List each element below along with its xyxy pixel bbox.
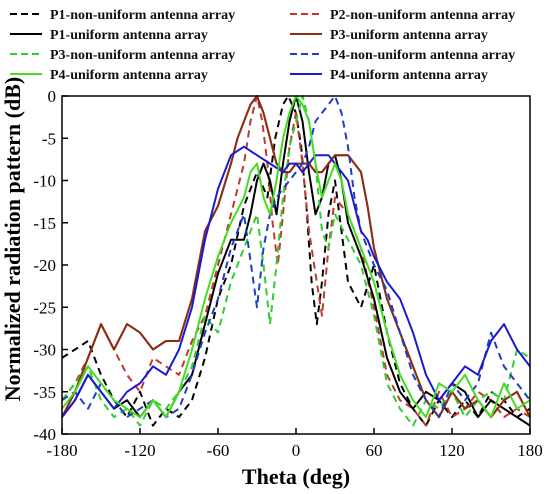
legend-label: P4-uniform antenna array [330, 68, 488, 83]
legend-label: P4-uniform antenna array [50, 68, 208, 83]
series-line-7 [61, 95, 531, 419]
x-axis-ticks: -180 -120 -60 0 60 120 180 [46, 428, 543, 460]
legend-label: P1-non-uniform antenna array [50, 8, 235, 23]
x-axis-title: Theta (deg) [242, 464, 350, 489]
plot-lines [61, 95, 531, 427]
series-line-9 [61, 95, 531, 419]
y-axis-ticks: 0 -5 -10 -15 -20 -25 -30 -35 -40 [33, 87, 68, 444]
legend-label: P2-non-uniform antenna array [330, 8, 515, 23]
x-tick-label: -180 [46, 441, 77, 460]
legend-label: P3-uniform antenna array [330, 28, 488, 43]
y-tick-label: -35 [33, 383, 56, 402]
series-line-1 [61, 95, 531, 427]
x-tick-label: -120 [124, 441, 155, 460]
y-tick-label: -15 [33, 214, 56, 233]
y-tick-label: -10 [33, 172, 56, 191]
x-tick-label: 120 [439, 441, 465, 460]
y-axis-title: Normalized radiation pattern (dB) [0, 77, 25, 401]
x-tick-label: -60 [207, 441, 230, 460]
series-line-8 [61, 145, 531, 418]
legend-label: P1-uniform antenna array [50, 28, 208, 43]
y-tick-label: 0 [48, 87, 57, 106]
y-tick-label: -40 [33, 425, 56, 444]
legend-label: P3-non-uniform antenna array [50, 48, 235, 63]
series-line-4 [61, 95, 531, 419]
series-line-3 [61, 95, 531, 427]
plot-frame [61, 95, 531, 435]
x-tick-label: 180 [517, 441, 543, 460]
series-line-5 [61, 95, 531, 427]
series-line-6 [61, 95, 531, 419]
legend: P1-non-uniform antenna array P2-non-unifo… [10, 8, 515, 83]
x-tick-label: 0 [292, 441, 301, 460]
y-tick-label: -5 [42, 129, 56, 148]
series-line-2 [61, 95, 531, 427]
y-tick-label: -30 [33, 341, 56, 360]
legend-label: P4-non-uniform antenna array [330, 48, 515, 63]
x-tick-label: 60 [366, 441, 383, 460]
y-tick-label: -25 [33, 298, 56, 317]
y-tick-label: -20 [33, 256, 56, 275]
